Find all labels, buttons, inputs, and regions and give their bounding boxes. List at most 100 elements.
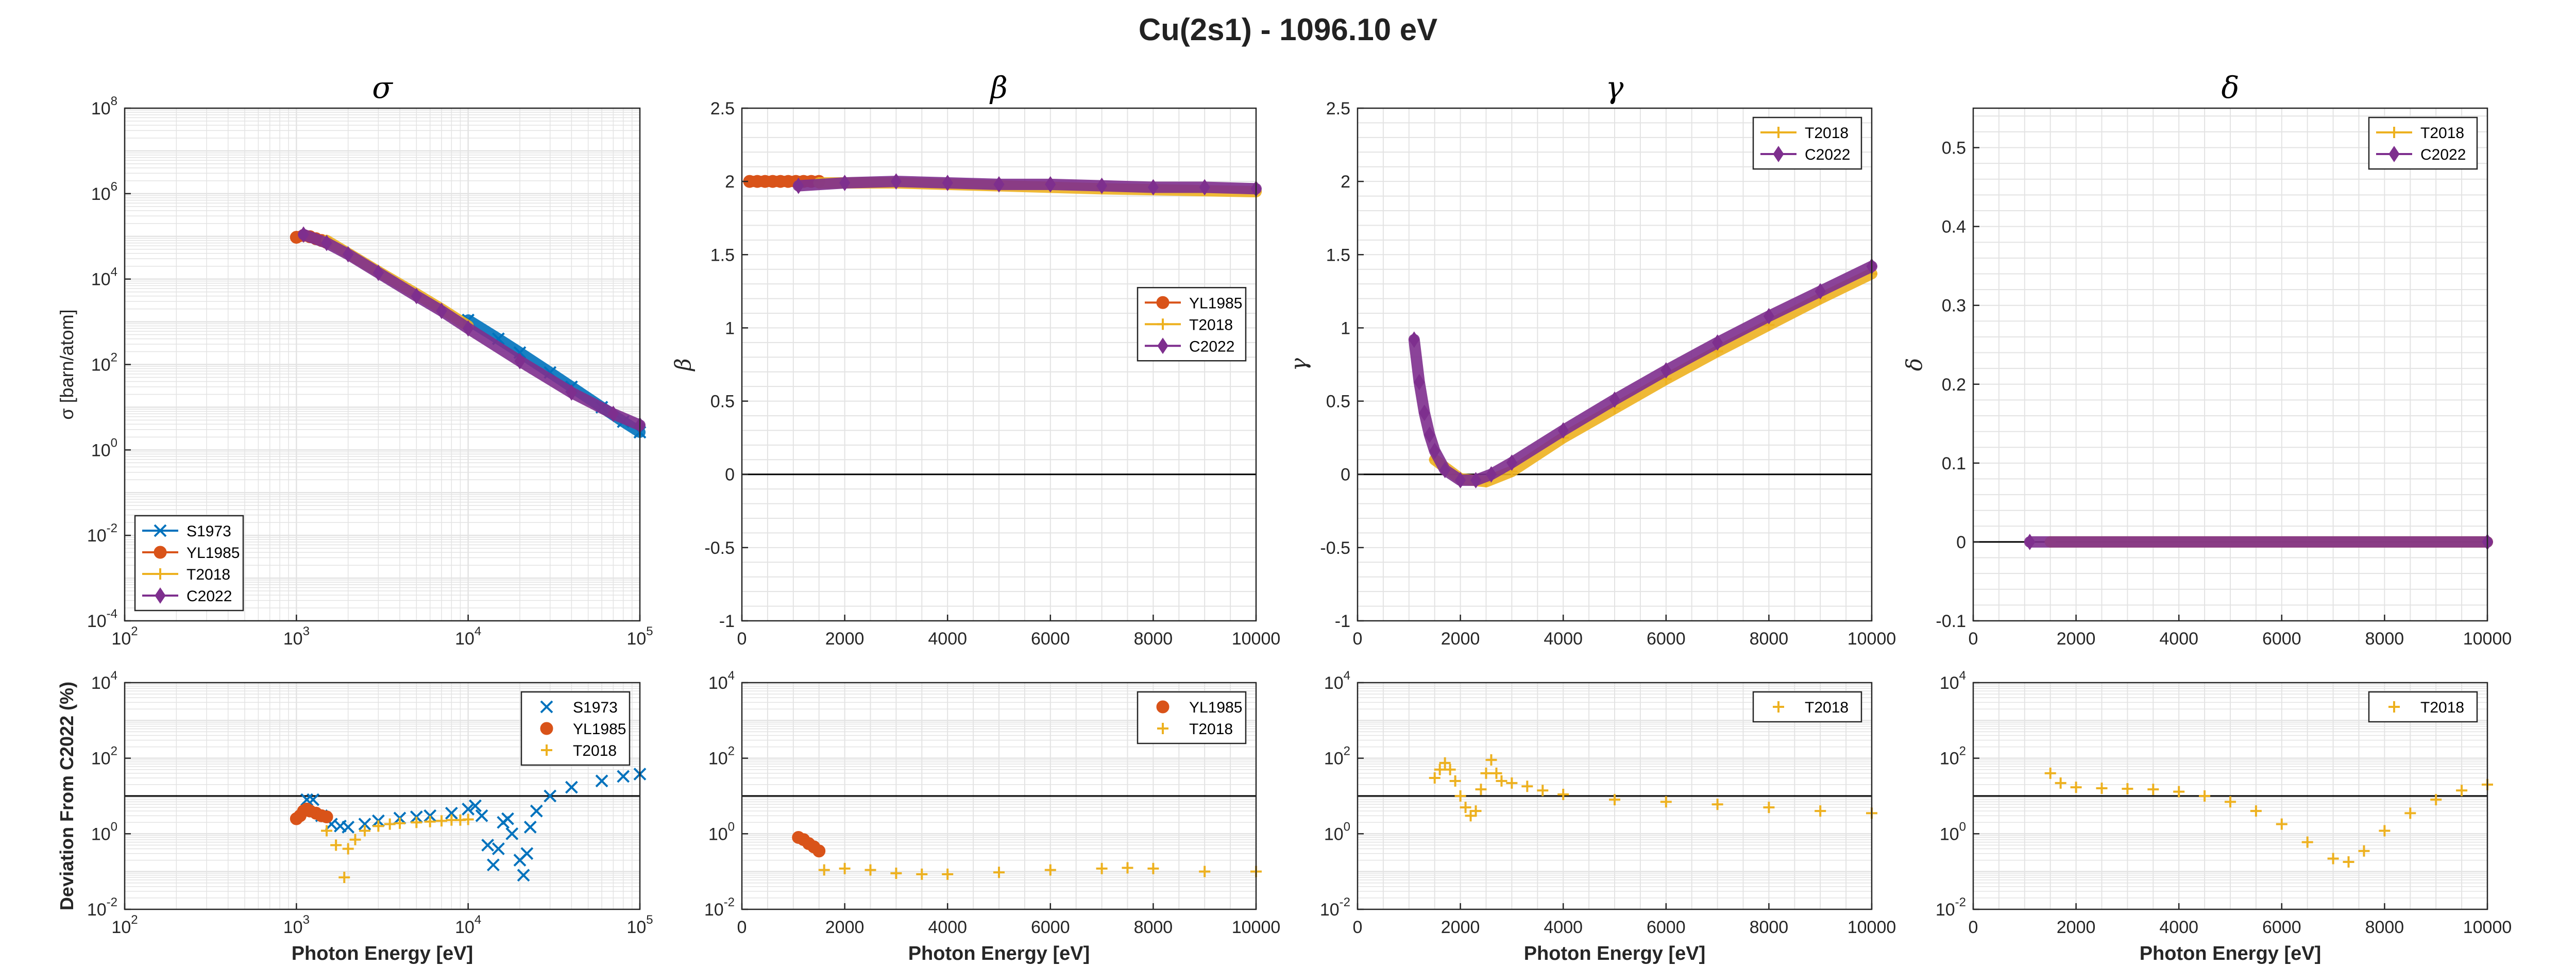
y-tick-label: -0.5: [1320, 538, 1350, 558]
series-T2018: [818, 862, 1262, 880]
data-point: [320, 810, 333, 824]
y-tick-label: 10-2: [87, 895, 117, 920]
panel-title: β: [989, 70, 1008, 105]
legend-box: [520, 691, 631, 766]
data-point: [1763, 802, 1775, 814]
legend-marker: [155, 568, 166, 580]
data-point: [1044, 864, 1056, 876]
y-tick-label: 0.3: [1942, 296, 1966, 316]
series-group: [290, 226, 647, 439]
axes-frame: [124, 682, 641, 910]
panel-3: 0 2000 4000 6000 8000 10000 -1 -0.5 0 0.5 1 1.5 2 2.5…: [1286, 70, 1896, 649]
panel-7: 0 2000 4000 6000 8000 10000 10-2 100 102 104 Photo…: [1320, 669, 1896, 964]
y-tick-label: 1.5: [1326, 245, 1350, 265]
data-point: [1439, 757, 1451, 769]
data-point: [1429, 772, 1440, 784]
data-point: [436, 302, 447, 319]
x-tick-label: 8000: [1134, 918, 1173, 937]
x-tick-label: 0: [1353, 629, 1363, 649]
y-tick-label: 2: [725, 172, 735, 192]
series-group: [1429, 754, 1877, 822]
y-tick-label: 102: [1324, 744, 1350, 769]
data-point: [1470, 472, 1482, 488]
data-point: [2147, 784, 2159, 795]
data-point: [359, 825, 370, 837]
y-tick-label: -1: [1335, 612, 1350, 631]
legend-marker: [1156, 700, 1170, 714]
data-point: [1434, 764, 1446, 775]
data-point: [492, 842, 505, 855]
data-point: [372, 820, 384, 832]
legend-label: T2018: [1805, 125, 1849, 142]
panel-1: 102 103 104 105 10-4 10-2 100 102 104 106 108 σ σ [b…: [56, 70, 653, 649]
legend-marker: [154, 546, 167, 559]
legend-label: C2022: [2420, 146, 2466, 163]
legend-marker: [1157, 337, 1168, 354]
data-point: [607, 405, 619, 422]
data-point: [565, 781, 578, 794]
series-C2022: [298, 226, 646, 434]
x-tick-label: 10000: [2463, 629, 2512, 649]
data-point: [520, 847, 534, 860]
data-point: [1096, 862, 1108, 874]
x-tick-label: 8000: [1134, 629, 1173, 649]
grid: [1357, 108, 1872, 621]
y-tick-label: 10-2: [704, 895, 735, 920]
x-tick-label: 2000: [2057, 629, 2096, 649]
x-tick-label: 0: [1969, 918, 1978, 937]
y-tick-label: 1: [725, 318, 735, 338]
legend-box: [2368, 691, 2478, 723]
series-group: [743, 173, 1262, 198]
legend-label: T2018: [1189, 316, 1233, 333]
y-tick-label: 2.5: [1326, 99, 1350, 118]
data-point: [1429, 443, 1440, 460]
data-point: [2404, 807, 2416, 819]
series-C2022: [792, 173, 1262, 197]
data-point: [462, 814, 474, 825]
axes-frame: [1972, 682, 2488, 910]
legend: YL1985 T2018 C2022: [1137, 287, 1247, 362]
y-tick-label: 100: [1324, 820, 1350, 844]
legend-marker: [154, 524, 167, 537]
x-tick-label: 8000: [2365, 918, 2404, 937]
data-point: [486, 858, 500, 872]
y-tick-label: 102: [91, 351, 117, 375]
x-tick-label: 103: [283, 624, 310, 649]
legend-label: YL1985: [1189, 699, 1242, 716]
y-axis-label: σ [barn/atom]: [56, 309, 77, 419]
y-tick-label: 100: [91, 820, 117, 844]
series-YL1985: [290, 802, 333, 825]
series-group: [1408, 258, 1877, 488]
data-point: [1444, 764, 1456, 775]
data-point: [445, 807, 458, 820]
x-axis-label: Photon Energy [eV]: [908, 943, 1090, 964]
data-point: [812, 844, 826, 858]
data-point: [1506, 454, 1518, 471]
data-point: [595, 774, 608, 788]
x-tick-label: 4000: [2159, 918, 2198, 937]
y-tick-label: 102: [708, 744, 735, 769]
y-tick-label: 102: [1940, 744, 1966, 769]
data-point: [358, 818, 371, 831]
x-tick-label: 102: [111, 913, 138, 937]
data-point: [423, 809, 437, 822]
data-point: [411, 817, 422, 828]
data-point: [298, 226, 309, 243]
legend: S1973 YL1985 T2018: [520, 691, 631, 766]
series-group: [2044, 767, 2493, 868]
legend-marker: [540, 700, 553, 714]
legend: T2018: [2368, 691, 2478, 723]
panel-4: 0 2000 4000 6000 8000 10000-0.100.10.20.30.40…: [1902, 70, 2512, 649]
data-point: [2199, 790, 2211, 802]
legend-box: [2368, 116, 2478, 170]
data-point: [865, 864, 876, 876]
y-tick-label: 2: [1341, 172, 1350, 192]
data-point: [384, 818, 396, 830]
x-tick-label: 0: [1353, 918, 1363, 937]
y-tick-label: -1: [719, 612, 735, 631]
legend-marker: [2388, 146, 2400, 162]
data-point: [481, 838, 495, 852]
data-point: [1147, 179, 1159, 196]
